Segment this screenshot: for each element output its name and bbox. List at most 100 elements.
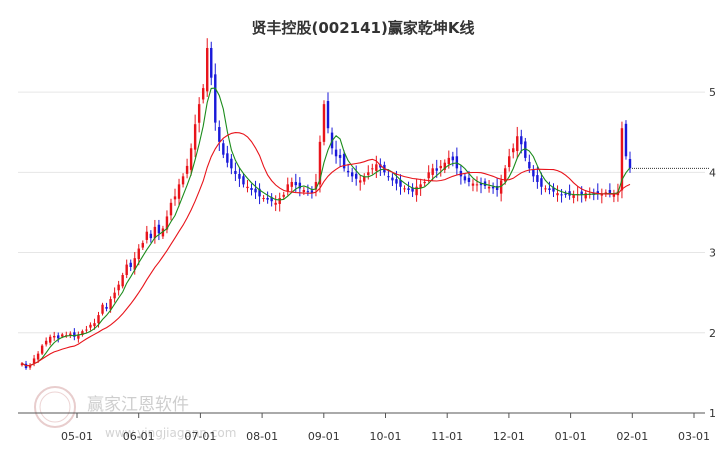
candle-body xyxy=(499,180,503,194)
candle-body xyxy=(560,194,563,196)
x-tick-label: 01-01 xyxy=(555,430,587,443)
candle-body xyxy=(193,124,197,150)
watermark-seal-icon xyxy=(34,386,76,428)
y-tick-label: 1 xyxy=(709,407,716,420)
candle-body xyxy=(628,158,632,169)
candle-body xyxy=(415,186,418,196)
candle-body xyxy=(451,156,455,161)
candle-body xyxy=(161,228,165,237)
candle-body xyxy=(322,104,326,142)
candle-body xyxy=(73,332,76,337)
candle-body xyxy=(44,340,48,345)
candle-body xyxy=(536,175,539,182)
x-tick-label: 08-01 xyxy=(246,430,278,443)
candle-body xyxy=(367,172,370,176)
candle-body xyxy=(125,264,128,276)
candle-body xyxy=(105,306,108,309)
candle-body xyxy=(77,334,80,339)
candle-body xyxy=(487,186,491,189)
x-axis: 05-01 06-01 07-01 08-01 09-01 10-01 11-01 12-01… xyxy=(18,412,710,443)
candle-body xyxy=(89,324,92,328)
candle-body xyxy=(572,194,575,198)
candle-body xyxy=(423,181,426,184)
candles xyxy=(20,38,632,370)
candle-body xyxy=(266,198,269,200)
candle-body xyxy=(548,188,551,190)
x-tick-label: 03-01 xyxy=(678,430,710,443)
candle-body xyxy=(197,104,201,123)
candle-body xyxy=(294,181,298,186)
candle-body xyxy=(189,148,193,170)
candle-body xyxy=(455,156,459,169)
candle-body xyxy=(463,176,467,181)
candle-body xyxy=(214,74,217,123)
candle-body xyxy=(109,299,112,310)
candle-body xyxy=(403,188,406,190)
candle-body xyxy=(141,242,145,248)
candle-body xyxy=(419,184,422,188)
candle-body xyxy=(346,170,350,173)
watermark-url: www.yingjiagann.com xyxy=(105,426,236,440)
candle-body xyxy=(157,224,161,234)
candle-body xyxy=(342,153,346,169)
ma-long-line xyxy=(21,132,631,367)
candle-body xyxy=(375,164,378,171)
candle-body xyxy=(612,193,616,197)
candle-body xyxy=(580,191,583,195)
candle-body xyxy=(40,345,44,354)
candle-body xyxy=(210,47,213,78)
y-tick-label: 3 xyxy=(709,247,716,260)
candle-body xyxy=(475,184,479,186)
candle-body xyxy=(206,47,209,92)
watermark: 赢家江恩软件 www.yingjiagann.com xyxy=(34,386,236,440)
ma-short-line xyxy=(21,87,631,367)
candle-body xyxy=(57,335,60,339)
candle-body xyxy=(32,358,36,364)
candle-body xyxy=(137,248,140,260)
candle-body xyxy=(117,284,120,291)
candle-body xyxy=(491,186,495,189)
candle-body xyxy=(556,193,559,196)
candle-body xyxy=(133,258,136,270)
candle-body xyxy=(254,188,257,193)
candle-body xyxy=(101,304,104,314)
candle-body xyxy=(201,88,205,100)
watermark-brand: 赢家江恩软件 xyxy=(87,395,189,415)
candle-body xyxy=(596,191,599,194)
candle-body xyxy=(354,173,358,179)
candle-body xyxy=(371,168,374,170)
moving-averages xyxy=(21,87,631,367)
candle-body xyxy=(218,127,221,142)
candle-body xyxy=(238,173,241,179)
candle-body xyxy=(302,189,306,193)
candle-body xyxy=(230,158,233,169)
candle-body xyxy=(20,363,24,366)
candle-body xyxy=(326,101,330,129)
candle-body xyxy=(540,178,543,187)
candle-body xyxy=(447,157,451,165)
candle-body xyxy=(81,331,84,336)
candle-body xyxy=(516,136,519,152)
candle-body xyxy=(624,123,628,157)
candle-body xyxy=(242,176,245,185)
x-tick-label: 07-01 xyxy=(184,430,216,443)
candle-body xyxy=(258,188,261,197)
candle-body xyxy=(310,190,314,194)
candle-body xyxy=(290,181,293,187)
candle-body xyxy=(411,187,414,192)
candle-body xyxy=(153,226,157,239)
candle-body xyxy=(270,197,273,202)
candle-body xyxy=(471,183,475,186)
candle-body xyxy=(262,198,265,200)
candle-body xyxy=(226,153,229,163)
candle-body xyxy=(407,188,410,190)
candle-body xyxy=(28,364,32,368)
candle-body xyxy=(145,231,149,240)
candle-body xyxy=(149,233,153,239)
candle-body xyxy=(427,172,430,179)
candle-body xyxy=(85,329,88,331)
x-tick-label: 12-01 xyxy=(493,430,525,443)
candle-body xyxy=(350,172,354,177)
candle-body xyxy=(363,176,366,182)
x-tick-label: 02-01 xyxy=(616,430,648,443)
